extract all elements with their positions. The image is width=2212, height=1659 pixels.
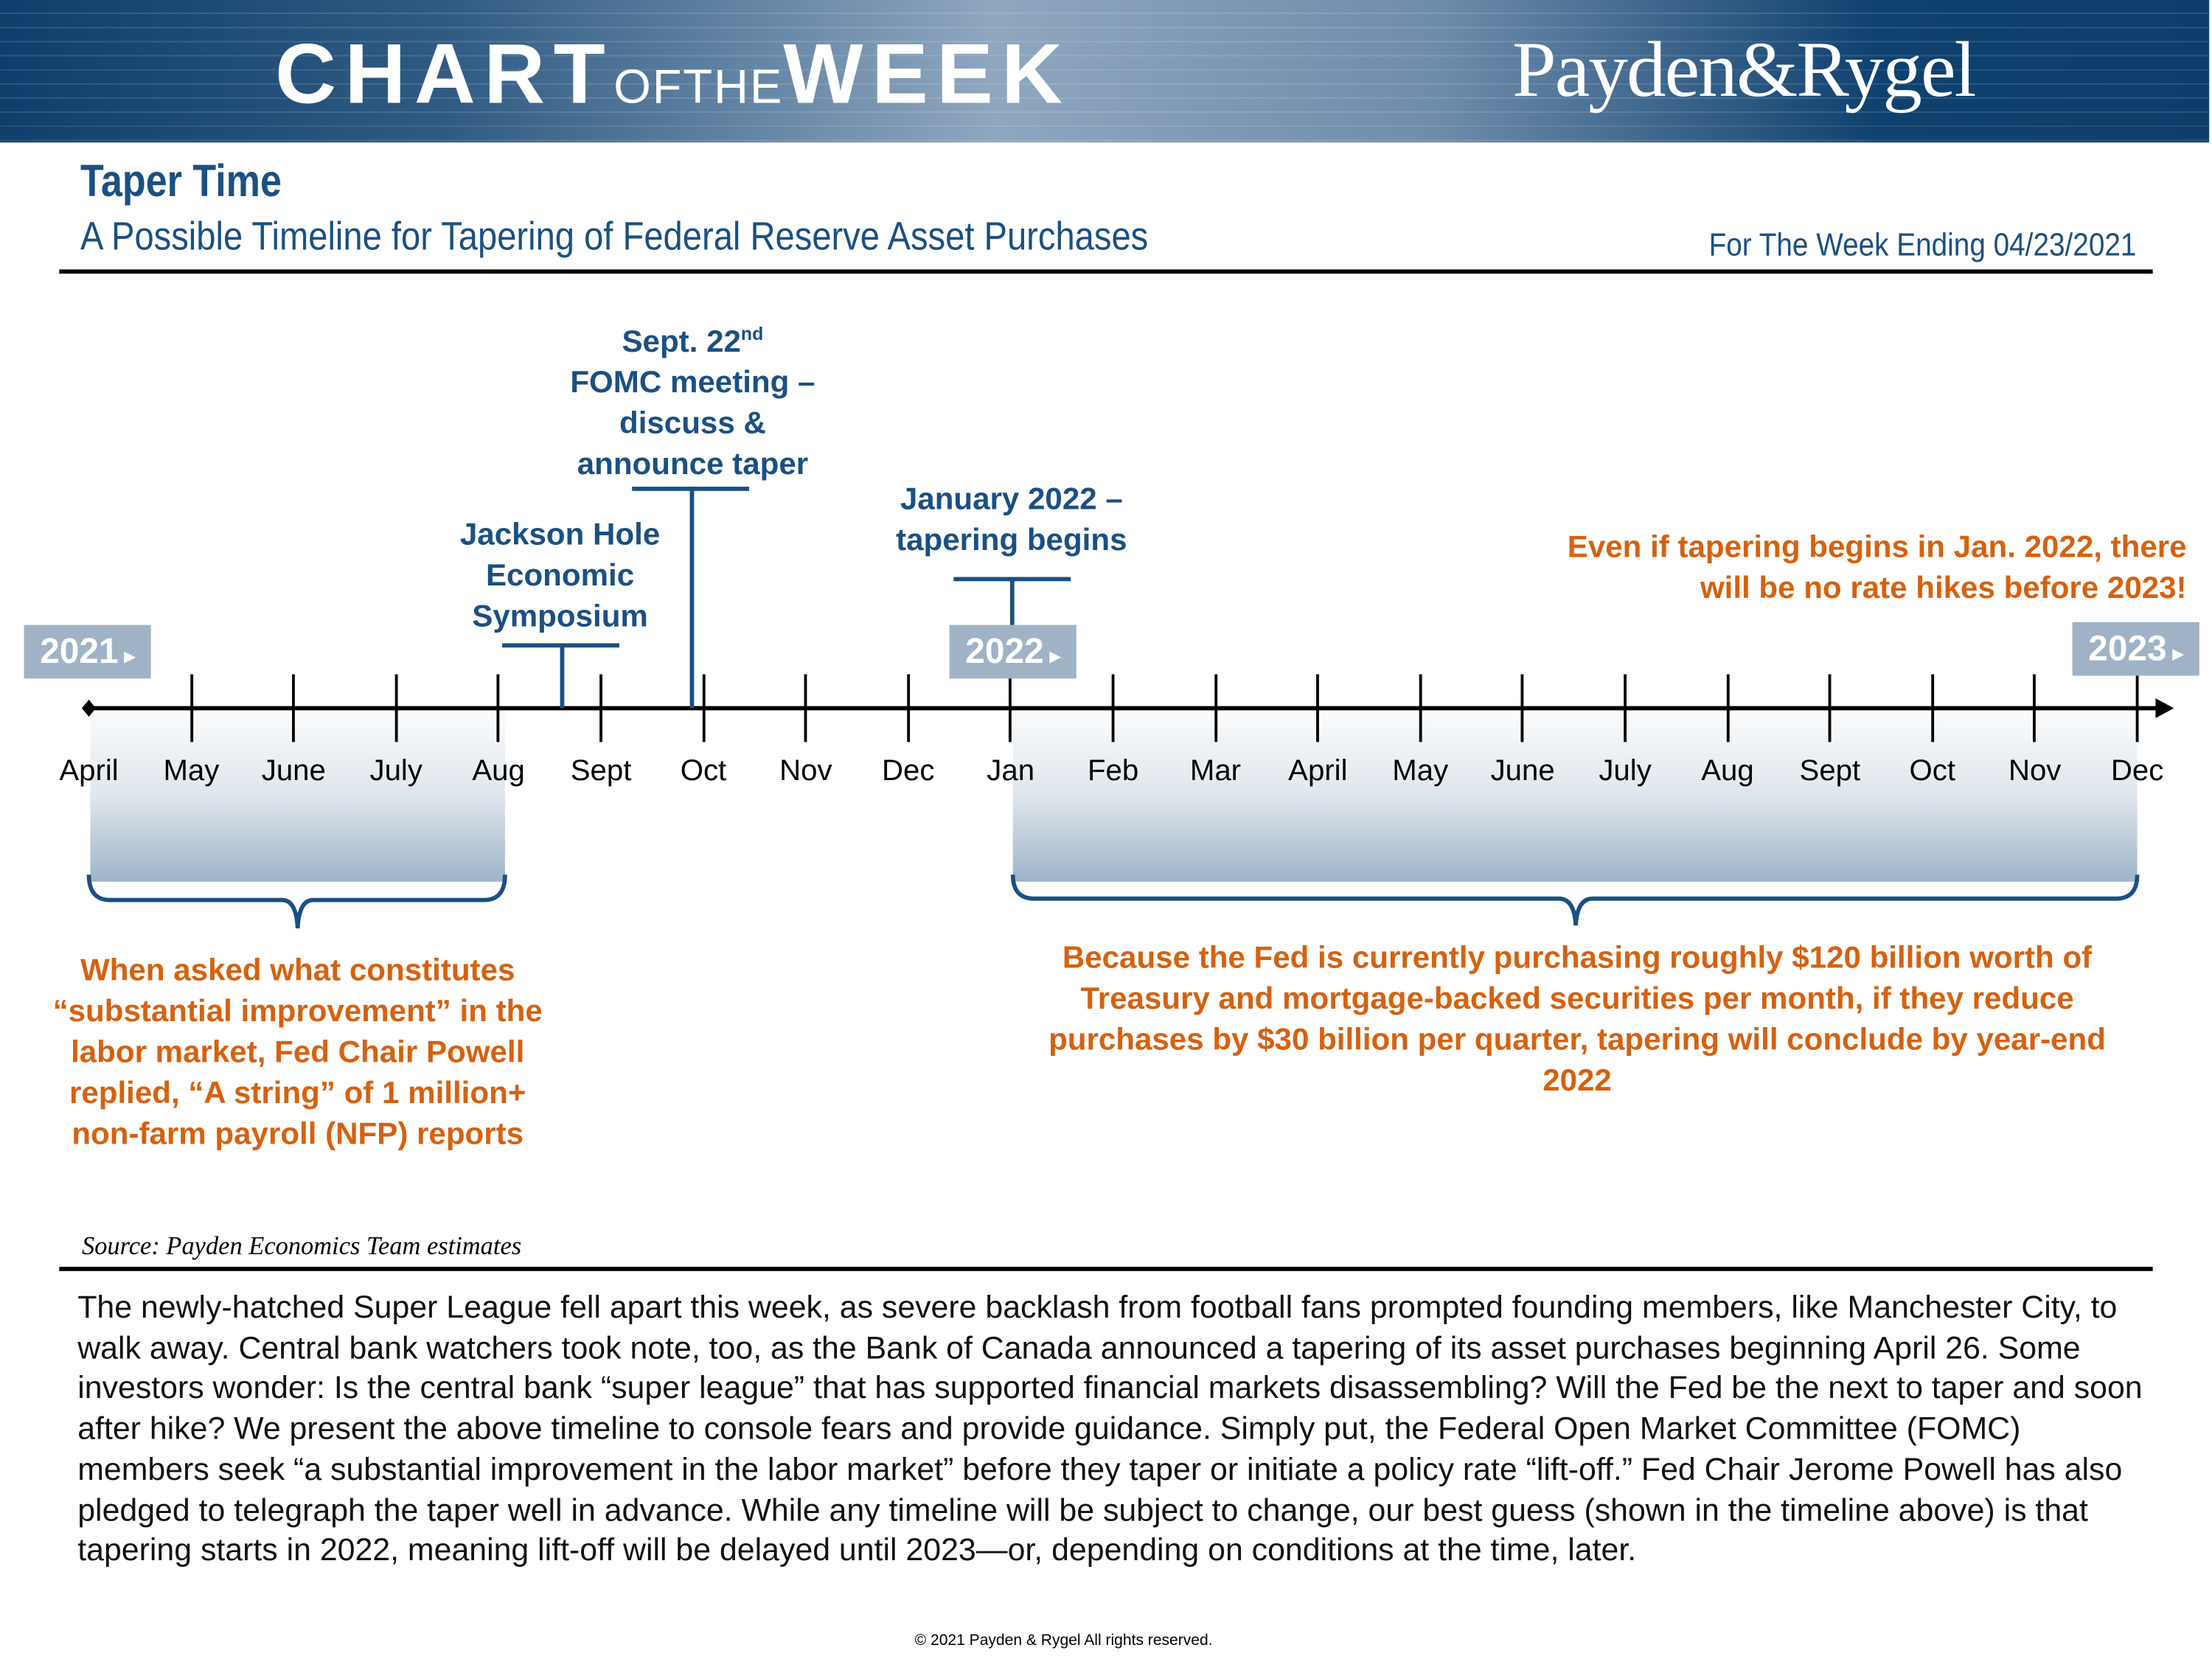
right-brace bbox=[1010, 874, 2140, 926]
month-label: Mar bbox=[1189, 754, 1242, 787]
month-tick bbox=[702, 674, 705, 742]
banner-texture bbox=[0, 0, 2210, 143]
month-tick bbox=[2033, 674, 2037, 742]
rate-hikes-note: Even if tapering begins in Jan. 2022, th… bbox=[1567, 529, 2187, 605]
source-divider bbox=[59, 1267, 2153, 1271]
month-tick bbox=[1930, 674, 1934, 742]
month-label: Oct bbox=[1909, 754, 1956, 787]
shade-2022-region bbox=[1012, 709, 2138, 882]
week-ending-date: For The Week Ending 04/23/2021 bbox=[1708, 226, 2136, 262]
right-brace-note: Because the Fed is currently purchasing … bbox=[1048, 939, 2106, 1098]
month-label: Dec bbox=[2110, 754, 2164, 787]
month-label: Nov bbox=[2008, 754, 2062, 787]
month-label: Aug bbox=[1701, 754, 1754, 787]
month-tick bbox=[1009, 674, 1012, 742]
chart-of-the-week-logo: CHARTOFTHEWEEK bbox=[275, 25, 1071, 122]
month-label: May bbox=[1392, 754, 1449, 787]
month-tick bbox=[1316, 674, 1320, 742]
month-tick bbox=[2135, 674, 2139, 742]
month-label: Nov bbox=[779, 754, 832, 787]
month-tick bbox=[1726, 674, 1729, 742]
month-tick bbox=[1521, 674, 1525, 742]
commentary-text: The newly-hatched Super League fell apar… bbox=[77, 1289, 2143, 1568]
jan2022-marker-line bbox=[1009, 577, 1015, 625]
copyright: © 2021 Payden & Rygel All rights reserve… bbox=[914, 1632, 1213, 1649]
month-tick bbox=[906, 674, 910, 742]
axis-arrow-right bbox=[2155, 698, 2174, 718]
year-marker-2022: 2022 ▸ bbox=[949, 625, 1077, 679]
month-label: Sept bbox=[570, 754, 632, 787]
month-tick bbox=[394, 674, 398, 742]
year-marker-2023: 2023 ▸ bbox=[2072, 622, 2199, 676]
month-tick bbox=[1214, 674, 1217, 742]
logo-ofthe: OFTHE bbox=[613, 60, 784, 114]
brand-logo: Payden&Rygel bbox=[1512, 27, 1976, 114]
page-subtitle: A Possible Timeline for Tapering of Fede… bbox=[80, 214, 1149, 259]
logo-chart: CHART bbox=[275, 27, 614, 122]
year-marker-2021: 2021 ▸ bbox=[24, 625, 151, 679]
month-tick bbox=[1828, 674, 1832, 742]
shade-2021-region bbox=[90, 709, 505, 882]
month-label: Oct bbox=[680, 754, 727, 787]
month-tick bbox=[189, 674, 193, 742]
jan2022-label: January 2022 – tapering begins bbox=[896, 481, 1127, 557]
month-label: April bbox=[1288, 754, 1348, 787]
month-label: July bbox=[369, 754, 422, 787]
month-tick bbox=[1419, 674, 1422, 742]
fomc-label: Sept. 22nd FOMC meeting – discuss & annou… bbox=[570, 323, 815, 482]
logo-week: WEEK bbox=[783, 27, 1071, 122]
timeline-axis bbox=[81, 698, 2174, 718]
month-label: June bbox=[261, 754, 326, 787]
month-tick bbox=[1111, 674, 1115, 742]
month-label: Jan bbox=[987, 754, 1035, 787]
jackson-hole-label: Jackson Hole Economic Symposium bbox=[459, 516, 661, 634]
page-title: Taper Time bbox=[80, 155, 282, 206]
month-label: Aug bbox=[472, 754, 525, 787]
left-brace-note: When asked what constitutes “substantial… bbox=[52, 952, 543, 1152]
source-note: Source: Payden Economics Team estimates bbox=[81, 1231, 522, 1260]
month-tick bbox=[497, 674, 501, 742]
month-tick bbox=[292, 674, 296, 742]
month-label: Dec bbox=[882, 754, 935, 787]
header-divider bbox=[59, 269, 2153, 274]
axis-start-diamond bbox=[81, 699, 97, 717]
month-label: May bbox=[163, 754, 220, 787]
banner bbox=[0, 0, 2210, 143]
month-tick bbox=[599, 674, 602, 742]
left-brace bbox=[86, 874, 507, 929]
month-tick bbox=[1624, 674, 1627, 742]
month-label: June bbox=[1490, 754, 1555, 787]
month-tick bbox=[804, 674, 807, 742]
jackson-hole-marker-line bbox=[560, 643, 565, 709]
brace-lines bbox=[86, 874, 2140, 929]
month-label: Sept bbox=[1799, 754, 1861, 787]
month-label: Feb bbox=[1087, 754, 1139, 787]
month-label: April bbox=[59, 754, 119, 787]
month-label: July bbox=[1599, 754, 1652, 787]
fomc-marker-line bbox=[689, 487, 695, 709]
